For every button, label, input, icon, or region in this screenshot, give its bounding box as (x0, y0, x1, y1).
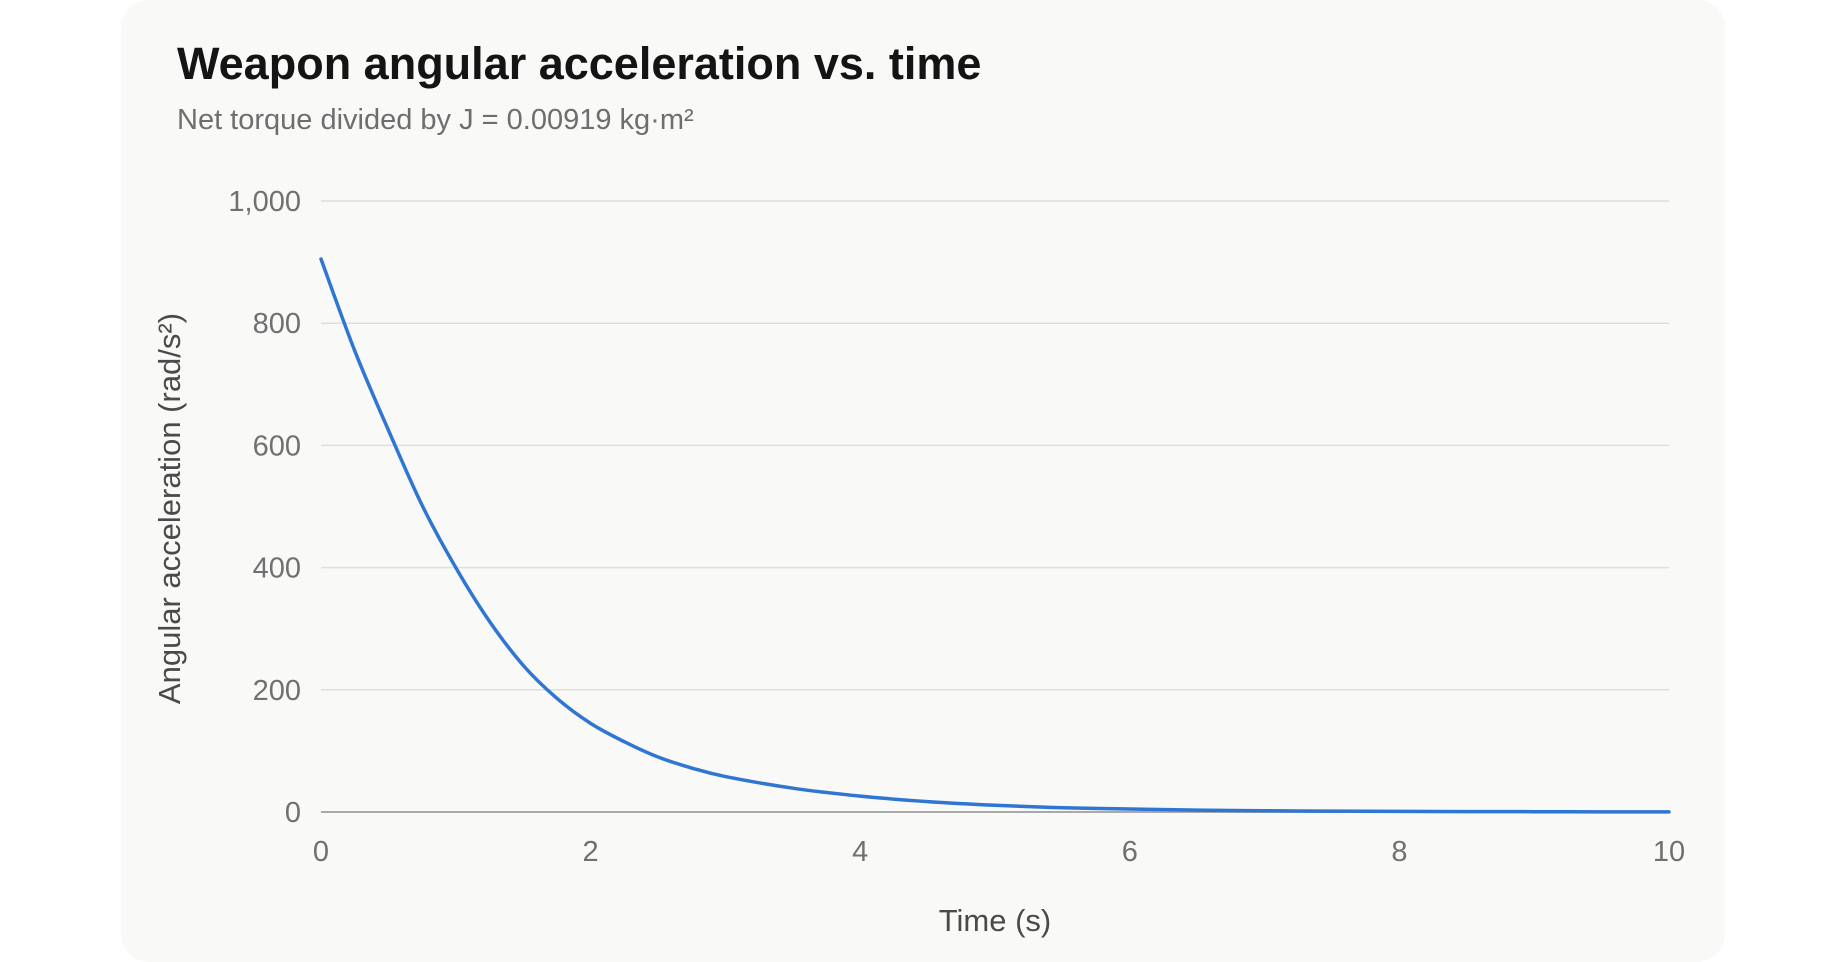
tick-labels: 0 200 400 600 800 1,000 0 2 4 6 8 10 (228, 186, 1685, 868)
chart-title: Weapon angular acceleration vs. time (177, 38, 982, 89)
x-tick-label: 2 (583, 836, 599, 868)
x-tick-label: 4 (852, 836, 868, 868)
series-layer (319, 257, 1671, 814)
y-tick-label: 200 (253, 675, 301, 707)
series-line (319, 257, 1671, 814)
y-axis-title: Angular acceleration (rad/s²) (152, 313, 187, 704)
x-axis-title: Time (s) (939, 903, 1052, 938)
gridlines (321, 200, 1669, 813)
x-tick-label: 6 (1122, 836, 1138, 868)
y-tick-label: 0 (285, 797, 301, 829)
x-tick-label: 10 (1653, 836, 1685, 868)
y-tick-label: 1,000 (228, 186, 301, 218)
y-tick-label: 400 (253, 553, 301, 585)
y-tick-label: 600 (253, 430, 301, 462)
chart-subtitle: Net torque divided by J = 0.00919 kg·m² (177, 104, 694, 136)
x-tick-label: 0 (313, 836, 329, 868)
y-tick-label: 800 (253, 308, 301, 340)
x-tick-label: 8 (1391, 836, 1407, 868)
